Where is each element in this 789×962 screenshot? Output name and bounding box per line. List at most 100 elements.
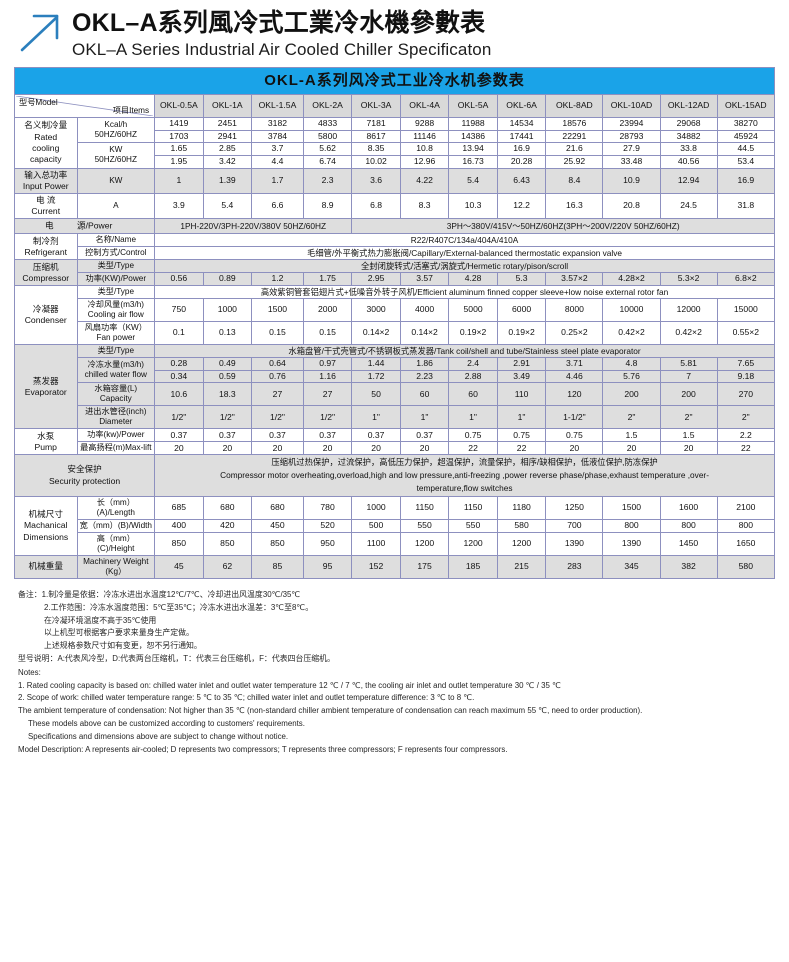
item-label-kw: KW 50HZ/60HZ bbox=[76, 142, 156, 169]
table-row: 电 流 Current A 3.9 5.4 6.6 8.9 6.8 8.3 10.3 12.2 16.… bbox=[14, 192, 776, 220]
pipe-diameter-1: 1/2" bbox=[202, 405, 253, 430]
height-1: 850 bbox=[202, 532, 253, 557]
input-power-3: 2.3 bbox=[302, 167, 353, 194]
kcal-50hz-4: 7181 bbox=[351, 117, 401, 131]
note-cn-3: 以上机型可根据客户要求来量身生产定做。 bbox=[44, 628, 194, 638]
table-row: 机械尺寸 Machanical Dimensions 长（mm）(A)/Length 6… bbox=[14, 496, 776, 557]
table-row: 0.34 0.59 0.76 1.16 1.72 2.23 2.88 3.49 4.46 5.76… bbox=[15, 369, 776, 384]
condenser-type-value: 高效紫铜管套铝翅片式+低噪音外转子风机/Efficient aluminum f… bbox=[154, 285, 775, 300]
pump-maxlift-2: 20 bbox=[251, 441, 304, 456]
item-label-pump-power: 功率(kw)/Power bbox=[76, 428, 156, 443]
weight-2: 85 bbox=[251, 555, 304, 580]
pump-maxlift-8: 20 bbox=[545, 441, 604, 456]
page-header: OKL–A系列風冷式工業冷水機參數表 OKL–A Series Industri… bbox=[0, 0, 789, 61]
kcal-60hz-10: 34882 bbox=[659, 129, 718, 144]
current-1: 5.4 bbox=[202, 192, 253, 220]
row-label-rated-cooling-capacity: 名义制冷量 Rated cooling capacity bbox=[14, 117, 78, 169]
compressor-power-8: 3.57×2 bbox=[545, 272, 604, 287]
item-label-cooling-air-flow: 冷却风量(m3/h) Cooling air flow bbox=[76, 298, 156, 323]
kw-50hz-6: 13.94 bbox=[448, 142, 498, 156]
item-label-pump-maxlift: 最高扬程(m)Max-lift bbox=[76, 441, 156, 456]
item-label-compressor-type: 类型/Type bbox=[76, 259, 156, 274]
weight-0: 45 bbox=[154, 555, 204, 580]
compressor-power-6: 4.28 bbox=[448, 272, 498, 287]
row-label-refrigerant: 制冷剂 Refrigerant bbox=[14, 233, 78, 261]
item-label-height: 高（mm）(C)/Height bbox=[76, 532, 156, 557]
fan-power-11: 0.55×2 bbox=[716, 321, 776, 346]
length-9: 1500 bbox=[602, 496, 661, 521]
height-11: 1650 bbox=[716, 532, 776, 557]
length-7: 1180 bbox=[496, 496, 547, 521]
notes-section: 备注：1.制冷量是依据：冷冻水进出水温度12℃/7℃、冷却进出风温度30℃/35… bbox=[18, 589, 775, 756]
kw-50hz-2: 3.7 bbox=[251, 142, 304, 156]
evaporator-type-value: 水箱盘管/干式壳管式/不锈钢板式蒸发器/Tank coil/shell and … bbox=[154, 344, 775, 359]
model-header-2: OKL-1.5A bbox=[251, 94, 304, 118]
compressor-power-5: 3.57 bbox=[399, 272, 450, 287]
kw-60hz-5: 12.96 bbox=[399, 154, 450, 169]
model-header-5: OKL-4A bbox=[399, 94, 450, 118]
width-6: 550 bbox=[448, 519, 498, 534]
pump-power-9: 1.5 bbox=[602, 428, 661, 443]
cooling-air-flow-8: 8000 bbox=[545, 298, 604, 323]
kcal-60hz-6: 14386 bbox=[448, 129, 498, 144]
model-header-1: OKL-1A bbox=[202, 94, 253, 118]
chilled-water-flow-50hz-11: 7.65 bbox=[716, 357, 776, 371]
kw-60hz-2: 4.4 bbox=[251, 154, 304, 169]
power-label-cn: 电 bbox=[45, 220, 54, 231]
kw-60hz-10: 40.56 bbox=[659, 154, 718, 169]
current-2: 6.6 bbox=[251, 192, 304, 220]
pump-maxlift-10: 20 bbox=[659, 441, 718, 456]
fan-power-3: 0.15 bbox=[302, 321, 353, 346]
kcal-60hz-7: 17441 bbox=[496, 129, 547, 144]
pump-maxlift-4: 20 bbox=[351, 441, 401, 456]
kw-50hz-10: 33.8 bbox=[659, 142, 718, 156]
pipe-diameter-4: 1" bbox=[351, 405, 401, 430]
width-9: 800 bbox=[602, 519, 661, 534]
weight-4: 152 bbox=[351, 555, 401, 580]
width-8: 700 bbox=[545, 519, 604, 534]
input-power-11: 16.9 bbox=[716, 167, 776, 194]
row-label-current: 电 流 Current bbox=[14, 192, 78, 220]
header-titles: OKL–A系列風冷式工業冷水機參數表 OKL–A Series Industri… bbox=[72, 8, 491, 61]
fan-power-8: 0.25×2 bbox=[545, 321, 604, 346]
kcal-50hz-8: 18576 bbox=[545, 117, 604, 131]
kw-60hz-11: 53.4 bbox=[716, 154, 776, 169]
row-label-security-protection: 安全保护 Security protection bbox=[13, 454, 156, 498]
model-header-3: OKL-2A bbox=[302, 94, 353, 118]
kcal-60hz-2: 3784 bbox=[251, 129, 304, 144]
chilled-water-flow-50hz-3: 0.97 bbox=[302, 357, 353, 371]
length-11: 2100 bbox=[716, 496, 776, 521]
table-row: 机械重量 Machinery Weight (Kg） 45 62 85 95 152 175 18… bbox=[14, 555, 776, 580]
note-cn-4: 上述规格参数尺寸如有变更，恕不另行通知。 bbox=[44, 641, 202, 651]
input-power-4: 3.6 bbox=[351, 167, 401, 194]
fan-power-9: 0.42×2 bbox=[602, 321, 661, 346]
compressor-power-7: 5.3 bbox=[496, 272, 547, 287]
table-row: 风扇功率（KW） Fan power 0.1 0.13 0.15 0.15 0.14×2 0.… bbox=[15, 321, 776, 346]
table-row: 进出水管径(inch) Diameter 1/2" 1/2" 1/2" 1/2" 1" 1" 1… bbox=[15, 405, 776, 430]
item-label-input-power-unit: KW bbox=[76, 167, 156, 194]
kw-50hz-4: 8.35 bbox=[351, 142, 401, 156]
compressor-power-0: 0.56 bbox=[154, 272, 204, 287]
kcal-50hz-11: 38270 bbox=[716, 117, 776, 131]
spec-table-body: OKL-A系列风冷式工业冷水机参数表 型号Model 项目Items OKL-0.5A… bbox=[13, 67, 776, 580]
tank-capacity-9: 200 bbox=[602, 382, 661, 407]
weight-6: 185 bbox=[448, 555, 498, 580]
input-power-9: 10.9 bbox=[602, 167, 661, 194]
input-power-1: 1.39 bbox=[202, 167, 253, 194]
chilled-water-flow-60hz-8: 4.46 bbox=[545, 369, 604, 384]
model-header-6: OKL-5A bbox=[448, 94, 498, 118]
kw-60hz-7: 20.28 bbox=[496, 154, 547, 169]
chilled-water-flow-60hz-0: 0.34 bbox=[154, 369, 204, 384]
model-header-10: OKL-12AD bbox=[659, 94, 718, 118]
kcal-50hz-7: 14534 bbox=[496, 117, 547, 131]
note-en-2: 2. Scope of work: chilled water temperat… bbox=[18, 693, 475, 703]
tank-capacity-7: 110 bbox=[496, 382, 547, 407]
table-row: OKL-A系列风冷式工业冷水机参数表 bbox=[14, 67, 775, 95]
weight-3: 95 bbox=[302, 555, 353, 580]
weight-8: 283 bbox=[545, 555, 604, 580]
item-label-condenser-type: 类型/Type bbox=[76, 285, 156, 300]
refrigerant-control-value: 毛细管/外平衡式热力膨胀阀/Capillary/External-balance… bbox=[154, 246, 775, 261]
kw-50hz-9: 27.9 bbox=[602, 142, 661, 156]
chilled-water-flow-60hz-6: 2.88 bbox=[448, 369, 498, 384]
weight-7: 215 bbox=[496, 555, 547, 580]
